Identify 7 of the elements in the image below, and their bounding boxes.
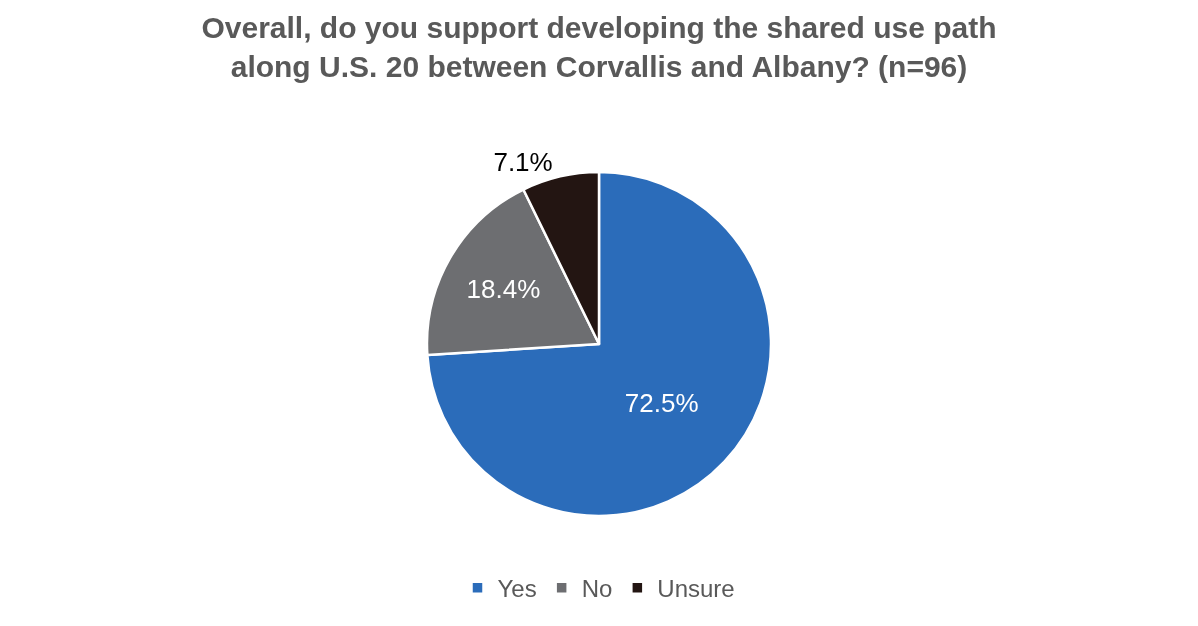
data-label: 18.4% (466, 273, 541, 304)
chart-title: Overall, do you support developing the shared use path along U.S. 20 between Corvallis and Albany? (n=96) (201, 10, 997, 83)
data-label: 7.1% (493, 147, 553, 178)
data-label: 72.5% (624, 387, 699, 418)
legend-label: No (581, 575, 613, 603)
legend-label: Unsure (657, 575, 735, 603)
legend-label: Yes (497, 575, 537, 603)
